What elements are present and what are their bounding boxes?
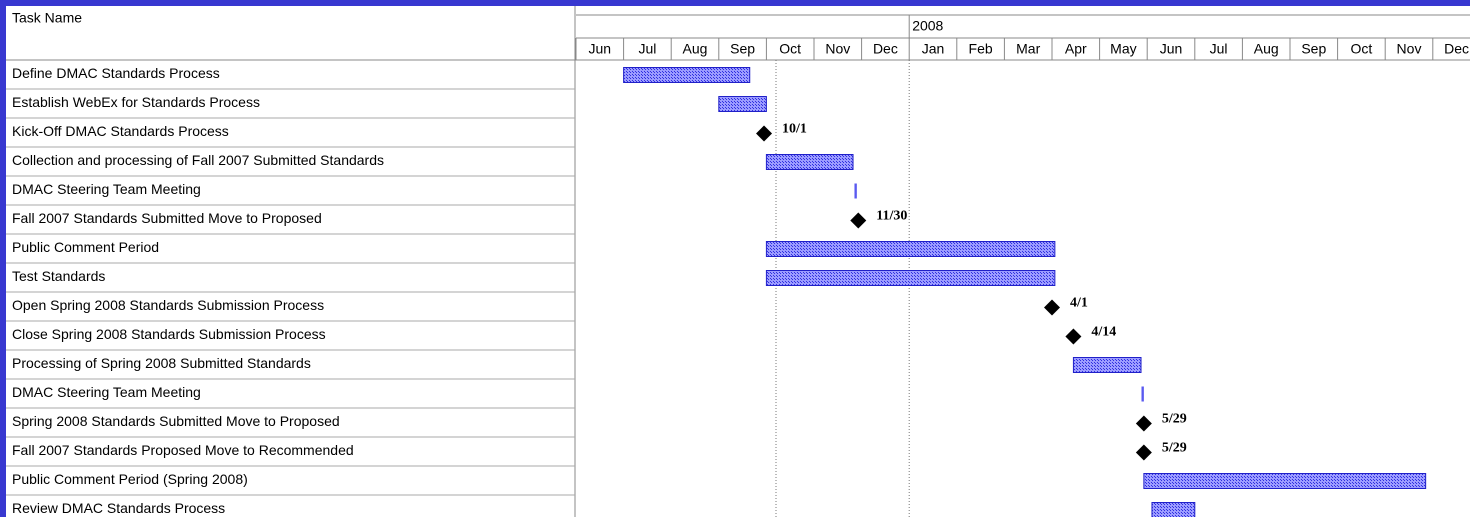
milestone-label: 4/14 xyxy=(1091,325,1116,340)
task-name: Open Spring 2008 Standards Submission Pr… xyxy=(12,297,324,313)
milestone xyxy=(850,212,867,229)
task-bar xyxy=(854,183,857,199)
window-top xyxy=(0,0,1470,6)
task-bar xyxy=(1141,386,1144,402)
task-name: Processing of Spring 2008 Submitted Stan… xyxy=(12,355,311,371)
task-bar xyxy=(718,96,767,112)
milestone xyxy=(1135,415,1152,432)
task-name: Fall 2007 Standards Proposed Move to Rec… xyxy=(12,442,354,458)
task-name: DMAC Steering Team Meeting xyxy=(12,181,201,197)
task-name: Collection and processing of Fall 2007 S… xyxy=(12,152,384,168)
task-bar xyxy=(623,67,751,83)
month-label: Feb xyxy=(969,41,993,57)
window-left xyxy=(0,0,6,517)
month-label: Aug xyxy=(1254,41,1279,57)
task-name: Test Standards xyxy=(12,268,105,284)
month-label: Jul xyxy=(638,41,656,57)
task-name: Fall 2007 Standards Submitted Move to Pr… xyxy=(12,210,322,226)
milestone-label: 5/29 xyxy=(1162,412,1187,427)
month-label: Sep xyxy=(730,41,755,57)
task-bar xyxy=(1151,502,1196,518)
task-bar xyxy=(765,241,1056,257)
task-bar xyxy=(1072,357,1142,373)
column-header: Task Name xyxy=(12,10,82,26)
month-label: Jul xyxy=(1210,41,1228,57)
month-label: Jan xyxy=(922,41,945,57)
month-label: Nov xyxy=(825,41,850,57)
month-label: May xyxy=(1110,41,1136,57)
task-name: Establish WebEx for Standards Process xyxy=(12,94,260,110)
milestone xyxy=(756,125,773,142)
month-label: Sep xyxy=(1301,41,1326,57)
milestone-label: 4/1 xyxy=(1070,296,1088,311)
task-name: DMAC Steering Team Meeting xyxy=(12,384,201,400)
milestone xyxy=(1044,299,1060,316)
milestone-label: 11/30 xyxy=(876,209,907,224)
milestone xyxy=(1065,328,1082,345)
task-bar xyxy=(765,270,1056,286)
task-name: Public Comment Period (Spring 2008) xyxy=(12,471,248,487)
milestone-label: 10/1 xyxy=(782,122,807,137)
month-label: Nov xyxy=(1397,41,1422,57)
month-label: Oct xyxy=(779,41,801,57)
milestone xyxy=(1135,444,1152,461)
task-name: Close Spring 2008 Standards Submission P… xyxy=(12,326,326,342)
task-name: Define DMAC Standards Process xyxy=(12,65,220,81)
task-name: Spring 2008 Standards Submitted Move to … xyxy=(12,413,340,429)
month-label: Jun xyxy=(1160,41,1183,57)
milestone-label: 5/29 xyxy=(1162,441,1187,456)
month-label: Mar xyxy=(1016,41,1040,57)
month-label: Dec xyxy=(873,41,898,57)
month-label: Aug xyxy=(683,41,708,57)
task-name: Public Comment Period xyxy=(12,239,159,255)
month-label: Apr xyxy=(1065,41,1087,57)
month-label: Oct xyxy=(1351,41,1373,57)
month-label: Jun xyxy=(589,41,612,57)
month-label: Dec xyxy=(1444,41,1469,57)
task-name: Review DMAC Standards Process xyxy=(12,500,225,516)
year-label: 2008 xyxy=(912,18,943,34)
task-name: Kick-Off DMAC Standards Process xyxy=(12,123,229,139)
task-bar xyxy=(1143,473,1427,489)
task-bar xyxy=(765,154,854,170)
